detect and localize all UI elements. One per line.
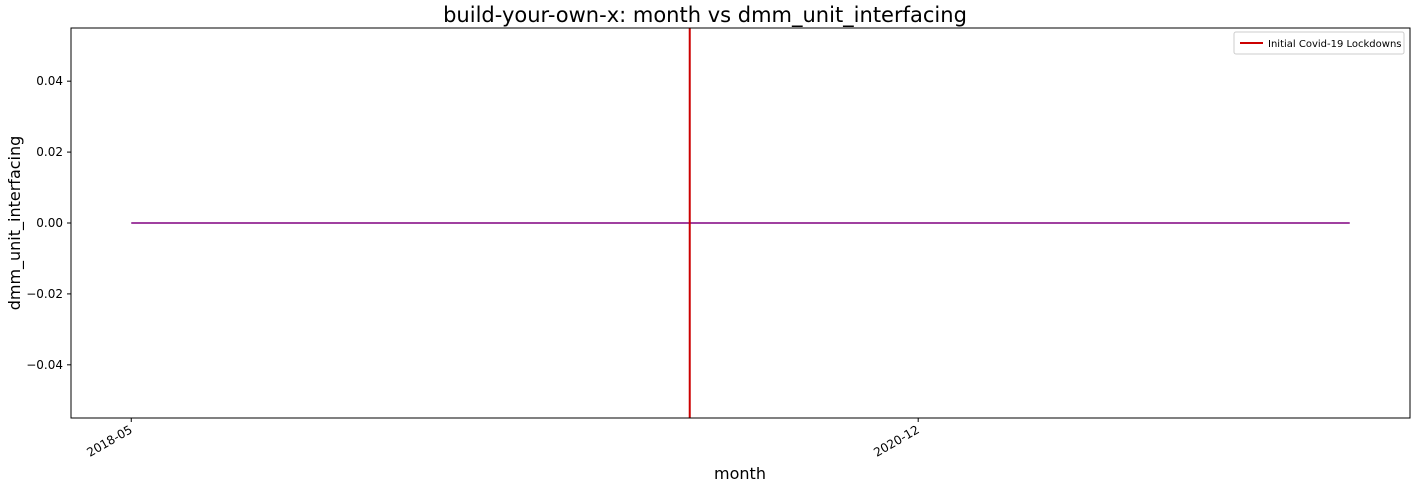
y-tick-label: 0.00 — [36, 216, 63, 230]
legend-box — [1233, 31, 1405, 55]
y-tick-label: 0.04 — [36, 74, 63, 88]
y-tick-label: 0.02 — [36, 145, 63, 159]
legend: Initial Covid-19 Lockdowns — [1233, 31, 1405, 55]
y-tick-label: −0.04 — [26, 358, 63, 372]
chart-title: build-your-own-x: month vs dmm_unit_inte… — [443, 3, 967, 28]
y-axis: 0.04 0.02 0.00 −0.02 −0.04 — [26, 74, 71, 372]
legend-entry-label: Initial Covid-19 Lockdowns — [1268, 39, 1402, 50]
x-axis-label: month — [714, 464, 766, 483]
y-axis-label: dmm_unit_interfacing — [5, 136, 25, 311]
y-tick-label: −0.02 — [26, 287, 63, 301]
